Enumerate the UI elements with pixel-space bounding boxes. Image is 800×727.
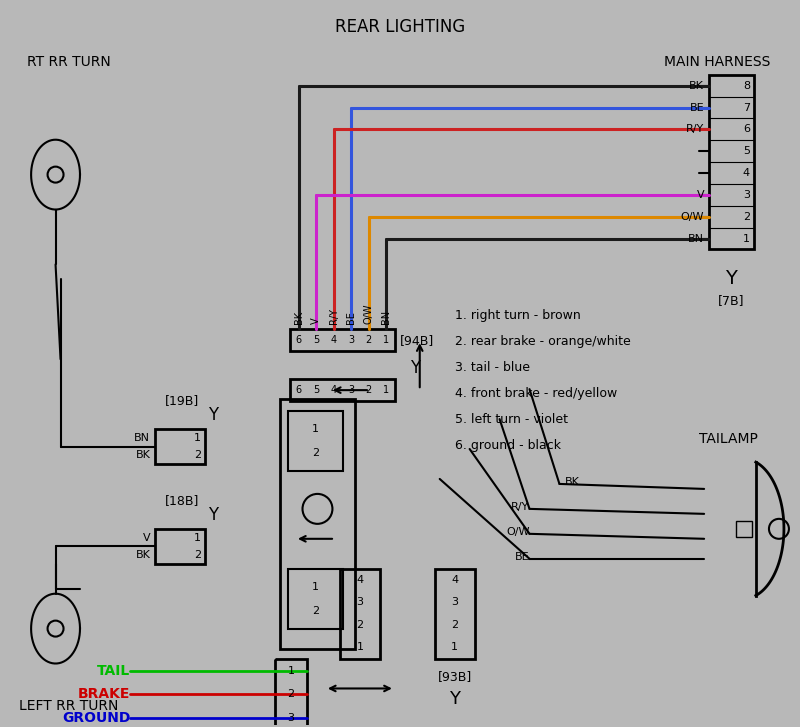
Text: O/W: O/W [681,212,704,222]
Text: 4: 4 [330,385,337,395]
Text: 1: 1 [287,665,294,675]
Text: [93B]: [93B] [438,670,472,683]
Text: 2: 2 [451,620,458,630]
Text: BE: BE [515,552,530,562]
Text: [7B]: [7B] [718,294,744,308]
Text: 6: 6 [296,335,302,345]
Text: 2: 2 [366,385,372,395]
Text: 4: 4 [356,575,363,585]
Text: RT RR TURN: RT RR TURN [26,55,110,69]
Bar [736,521,752,537]
Bar [288,411,343,471]
Text: 1: 1 [312,582,319,592]
Text: 7: 7 [743,103,750,113]
Text: 4. front brake - red/yellow: 4. front brake - red/yellow [454,387,617,400]
Text: BK: BK [135,550,150,560]
Bar [288,569,343,629]
Bar [434,569,474,659]
Bar [275,659,307,727]
Bar [709,75,754,249]
Text: GROUND: GROUND [62,712,130,726]
Text: BE: BE [690,103,704,113]
Bar [290,329,394,351]
Text: 2: 2 [356,620,363,630]
Text: [94B]: [94B] [400,334,434,347]
Text: BE: BE [346,311,356,324]
Text: Y: Y [410,359,420,377]
Text: BN: BN [134,433,150,443]
Text: Y: Y [725,270,737,289]
Text: LEFT RR TURN: LEFT RR TURN [19,699,118,713]
Text: R/Y: R/Y [329,308,338,324]
Text: R/Y: R/Y [686,124,704,134]
Text: [19B]: [19B] [166,394,199,407]
Text: 8: 8 [743,81,750,91]
Text: 2: 2 [743,212,750,222]
Text: 2: 2 [312,606,319,616]
Text: Y: Y [449,691,460,709]
Text: 2: 2 [194,450,201,460]
Text: 5: 5 [743,146,750,156]
Text: 2: 2 [366,335,372,345]
Text: 1: 1 [451,643,458,652]
Text: 2. rear brake - orange/white: 2. rear brake - orange/white [454,335,630,348]
Text: 3: 3 [348,385,354,395]
Text: BK: BK [294,311,304,324]
Text: BK: BK [565,477,579,487]
Text: 6: 6 [743,124,750,134]
Text: V: V [697,190,704,200]
Text: O/W: O/W [364,304,374,324]
Text: 2: 2 [287,689,294,699]
Text: 2: 2 [194,550,201,560]
Text: 3. tail - blue: 3. tail - blue [454,361,530,374]
Text: 1: 1 [383,335,389,345]
Text: 1. right turn - brown: 1. right turn - brown [454,309,581,322]
Text: 3: 3 [451,598,458,608]
Text: BN: BN [381,310,391,324]
Bar [280,399,355,648]
Text: TAIL: TAIL [97,664,130,678]
Bar [340,569,380,659]
Text: 3: 3 [356,598,363,608]
Text: 1: 1 [743,233,750,244]
Text: BK: BK [135,450,150,460]
Text: Y: Y [208,506,218,524]
Text: 5: 5 [313,385,319,395]
Text: REAR LIGHTING: REAR LIGHTING [334,18,465,36]
Text: R/Y: R/Y [511,502,530,512]
Text: 4: 4 [330,335,337,345]
Text: 1: 1 [194,433,201,443]
Text: 1: 1 [312,424,319,434]
Text: MAIN HARNESS: MAIN HARNESS [664,55,770,69]
Text: 1: 1 [356,643,363,652]
Text: 1: 1 [194,533,201,542]
Text: BRAKE: BRAKE [78,688,130,702]
Text: BK: BK [690,81,704,91]
Text: BN: BN [688,233,704,244]
Text: TAILAMP: TAILAMP [699,432,758,446]
Text: 6. ground - black: 6. ground - black [454,439,561,452]
Text: 1: 1 [383,385,389,395]
Text: 5: 5 [313,335,319,345]
Bar [155,429,206,464]
Bar [155,529,206,563]
Text: 3: 3 [348,335,354,345]
Text: 6: 6 [296,385,302,395]
Text: 5. left turn - violet: 5. left turn - violet [454,413,568,426]
Text: V: V [311,318,322,324]
Text: 2: 2 [312,448,319,458]
Text: O/W: O/W [506,527,530,537]
Text: 3: 3 [287,713,294,723]
Text: [18B]: [18B] [166,494,200,507]
Text: 3: 3 [743,190,750,200]
Text: 4: 4 [451,575,458,585]
Text: Y: Y [208,406,218,424]
Text: V: V [142,533,150,542]
Bar [290,379,394,401]
Text: 4: 4 [743,168,750,178]
